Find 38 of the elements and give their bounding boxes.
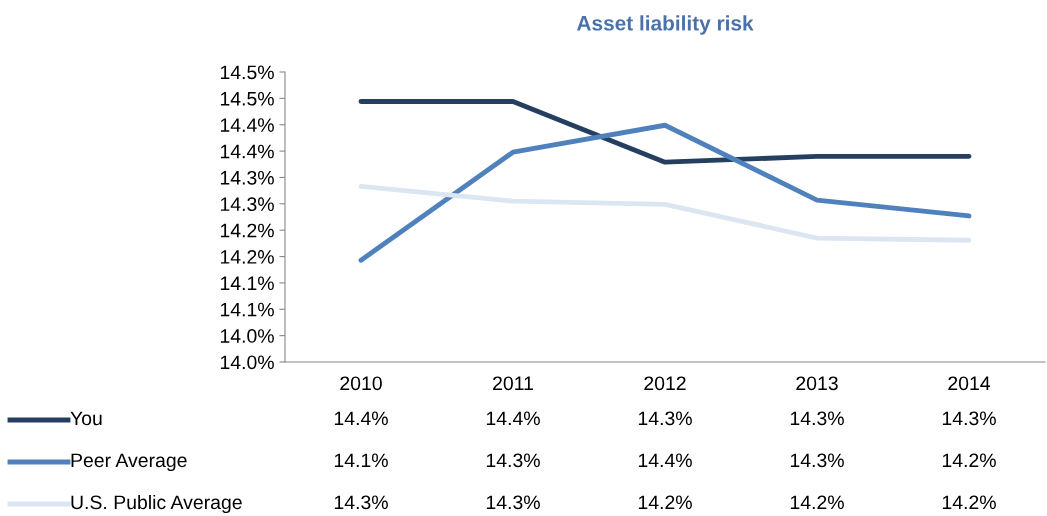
data-label: 14.2% [942,453,996,468]
data-label: 14.3% [486,495,540,510]
y-tick-label: 14.4% [220,118,274,132]
data-label: 14.2% [942,495,996,510]
data-label: 14.3% [486,453,540,468]
y-tick-label: 14.0% [220,355,274,370]
data-label: 14.4% [334,411,388,426]
data-label: 14.4% [638,453,692,468]
x-tick-label: 2013 [796,376,838,391]
y-tick-label: 14.3% [220,197,274,212]
line-series [358,122,972,263]
data-label: 14.3% [790,411,844,426]
data-label: 14.2% [790,495,844,510]
x-tick-label: 2012 [644,376,686,391]
y-tick-label: 14.1% [220,302,274,317]
data-label: 14.1% [334,453,388,468]
y-tick-label: 14.0% [220,329,274,343]
data-label: 14.3% [334,495,388,510]
data-label: 14.3% [790,453,844,468]
data-label: 14.4% [486,411,540,426]
line-series [358,183,972,243]
y-tick-label: 14.3% [220,170,274,185]
legend-label: You [70,411,102,426]
y-tick-label: 14.4% [220,144,274,159]
legend-label: U.S. Public Average [71,494,242,514]
chart-title: Asset liability risk [576,15,754,35]
y-tick-label: 14.1% [220,276,274,291]
data-label: 14.2% [638,495,692,510]
x-tick-label: 2010 [340,376,382,391]
y-tick-label: 14.5% [220,91,274,106]
x-tick-label: 2011 [493,376,533,391]
y-tick-label: 14.5% [220,65,274,80]
y-tick-label: 14.2% [220,223,274,238]
data-label: 14.3% [942,411,996,426]
y-tick-label: 14.2% [220,250,274,264]
x-tick-label: 2014 [948,376,991,391]
legend-label: Peer Average [71,453,187,472]
data-label: 14.3% [638,411,692,426]
